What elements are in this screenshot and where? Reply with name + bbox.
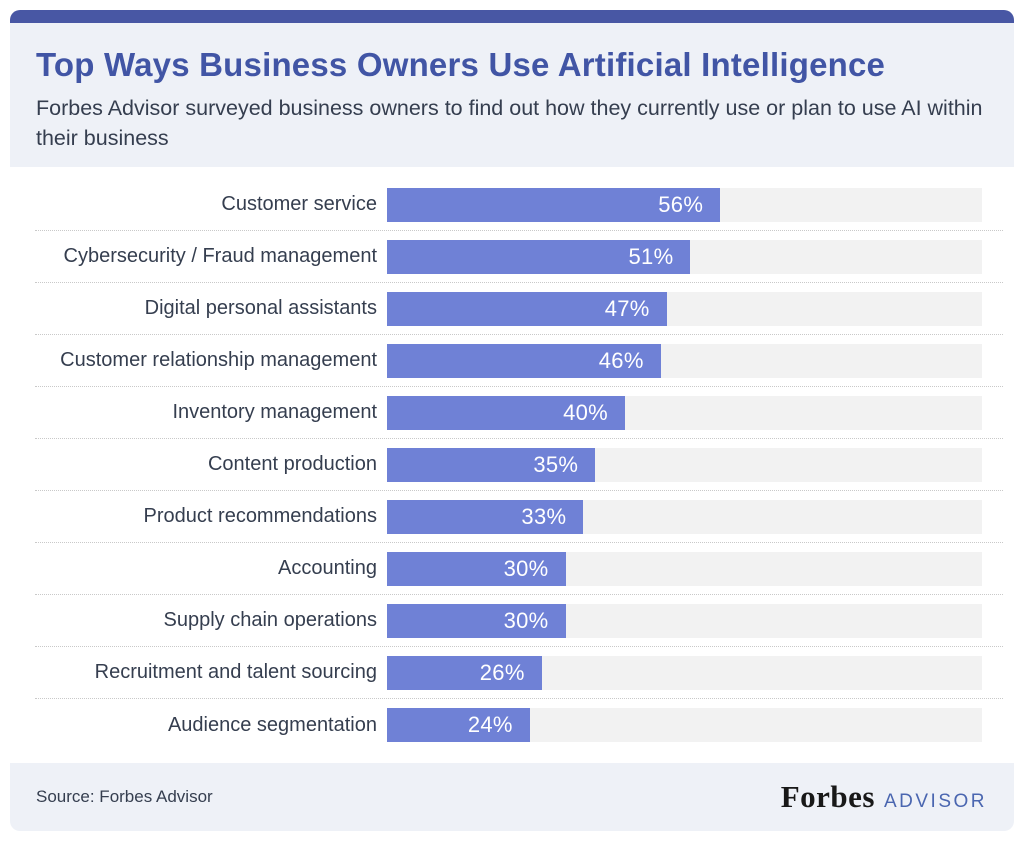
bar: 51% — [387, 239, 691, 274]
bar-track: 33% — [387, 499, 982, 534]
bar-category-label: Supply chain operations — [163, 609, 377, 631]
bar-value-label: 26% — [479, 659, 525, 685]
chart-row: Accounting 30% — [35, 543, 1003, 595]
bar: 30% — [387, 551, 566, 586]
bar-track: 56% — [387, 187, 982, 222]
bar: 33% — [387, 499, 584, 534]
bar-value-label: 47% — [604, 295, 650, 321]
header: Top Ways Business Owners Use Artificial … — [10, 23, 1014, 167]
bar-category-label: Recruitment and talent sourcing — [94, 661, 377, 683]
bar-value-label: 56% — [658, 191, 704, 217]
top-accent-strip — [10, 10, 1014, 23]
chart-row: Supply chain operations 30% — [35, 595, 1003, 647]
bar-track: 30% — [387, 551, 982, 586]
chart-row: Recruitment and talent sourcing 26% — [35, 647, 1003, 699]
chart-subtitle: Forbes Advisor surveyed business owners … — [36, 96, 983, 150]
bar: 26% — [387, 655, 542, 690]
bar-value-label: 24% — [467, 712, 513, 737]
bar-value-label: 46% — [598, 347, 644, 373]
bar-category-label: Audience segmentation — [167, 713, 377, 736]
bar-category-label: Customer service — [221, 193, 377, 215]
bar: 56% — [387, 187, 721, 222]
chart-row: Digital personal assistants 47% — [35, 283, 1003, 335]
bar-value-label: 30% — [503, 607, 549, 633]
chart-row: Cybersecurity / Fraud management 51% — [35, 231, 1003, 283]
forbes-advisor-logo: Forbes ADVISOR — [781, 779, 987, 815]
bar-category-label: Inventory management — [172, 401, 377, 423]
bar: 40% — [387, 395, 625, 430]
bar-category-label: Digital personal assistants — [144, 297, 377, 319]
bar-track: 30% — [387, 603, 982, 638]
bar: 30% — [387, 603, 566, 638]
bar-track: 35% — [387, 447, 982, 482]
chart-row: Inventory management 40% — [35, 387, 1003, 439]
bar-category-label: Cybersecurity / Fraud management — [63, 245, 377, 267]
bar-track: 26% — [387, 655, 982, 690]
bar: 35% — [387, 447, 596, 482]
bar-track: 51% — [387, 239, 982, 274]
chart-row: Content production 35% — [35, 439, 1003, 491]
chart-row: Customer relationship management 46% — [35, 335, 1003, 387]
bar: 47% — [387, 291, 667, 326]
bar: 46% — [387, 343, 661, 378]
bar: 24% — [387, 708, 530, 742]
bar-value-label: 35% — [533, 451, 579, 477]
bar-category-label: Customer relationship management — [60, 349, 377, 371]
advisor-wordmark: ADVISOR — [883, 791, 987, 812]
bar-value-label: 33% — [521, 503, 567, 529]
bar-track: 24% — [387, 708, 982, 742]
infographic-card: Top Ways Business Owners Use Artificial … — [10, 10, 1014, 831]
bar-value-label: 51% — [628, 243, 674, 269]
chart-row: Product recommendations 33% — [35, 491, 1003, 543]
forbes-wordmark: Forbes — [780, 779, 875, 814]
bar-category-label: Content production — [207, 453, 377, 475]
chart-row: Customer service 56% — [35, 179, 1003, 231]
bar-track: 47% — [387, 291, 982, 326]
bar-value-label: 30% — [503, 555, 549, 581]
source-note: Source: Forbes Advisor — [36, 787, 213, 806]
bar-track: 40% — [387, 395, 982, 430]
page-title: Top Ways Business Owners Use Artificial … — [36, 46, 886, 83]
bar-track: 46% — [387, 343, 982, 378]
chart-row: Audience segmentation 24% — [35, 699, 1003, 751]
bar-category-label: Accounting — [278, 557, 377, 579]
bar-chart: Customer service 56% Cybersecurity / Fra… — [10, 167, 1014, 763]
bar-category-label: Product recommendations — [143, 505, 377, 527]
footer: Source: Forbes Advisor Forbes ADVISOR — [10, 763, 1014, 831]
bar-value-label: 40% — [563, 399, 608, 425]
